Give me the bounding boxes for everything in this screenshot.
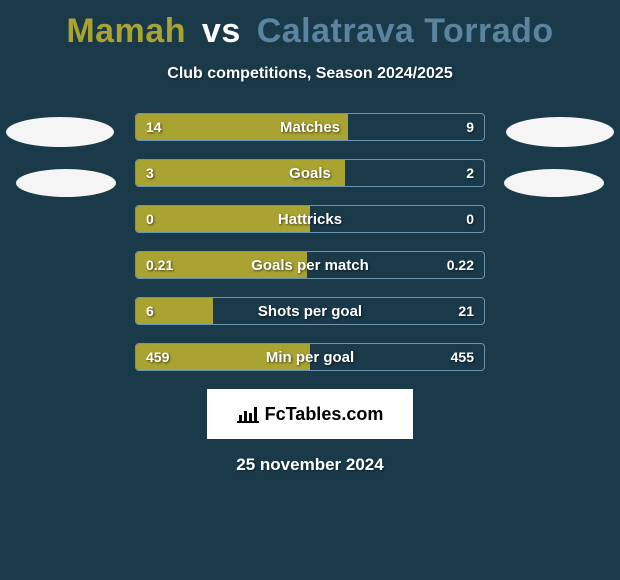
stat-value-right: 0 <box>466 206 474 232</box>
stat-row: 3Goals2 <box>135 159 485 187</box>
stat-row: 14Matches9 <box>135 113 485 141</box>
stat-value-right: 0.22 <box>447 252 474 278</box>
stat-value-right: 2 <box>466 160 474 186</box>
stat-row: 0Hattricks0 <box>135 205 485 233</box>
player1-avatar-placeholder-1 <box>6 117 114 147</box>
stat-row: 459Min per goal455 <box>135 343 485 371</box>
player2-name: Calatrava Torrado <box>257 12 554 50</box>
stat-fill <box>136 114 348 140</box>
stat-value-right: 9 <box>466 114 474 140</box>
stat-fill <box>136 252 307 278</box>
stat-row: 6Shots per goal21 <box>135 297 485 325</box>
stat-value-right: 21 <box>458 298 474 324</box>
vs-text: vs <box>202 12 241 50</box>
subtitle: Club competitions, Season 2024/2025 <box>0 65 620 83</box>
date-text: 25 november 2024 <box>0 455 620 475</box>
stat-row: 0.21Goals per match0.22 <box>135 251 485 279</box>
content-region: 14Matches9 3Goals2 0Hattricks0 0.21Goals pe… <box>0 113 620 475</box>
player2-avatar-placeholder-1 <box>506 117 614 147</box>
stat-value-right: 455 <box>451 344 474 370</box>
player2-avatar-placeholder-2 <box>504 169 604 197</box>
player1-name: Mamah <box>66 12 186 50</box>
badge-text: FcTables.com <box>265 404 384 425</box>
stat-fill <box>136 344 310 370</box>
chart-icon <box>237 405 259 423</box>
stat-bars: 14Matches9 3Goals2 0Hattricks0 0.21Goals pe… <box>135 113 485 371</box>
source-badge: FcTables.com <box>207 389 413 439</box>
player1-avatar-placeholder-2 <box>16 169 116 197</box>
stat-fill <box>136 298 213 324</box>
comparison-title: Mamah vs Calatrava Torrado <box>0 0 620 51</box>
stat-fill <box>136 160 345 186</box>
stat-fill <box>136 206 310 232</box>
